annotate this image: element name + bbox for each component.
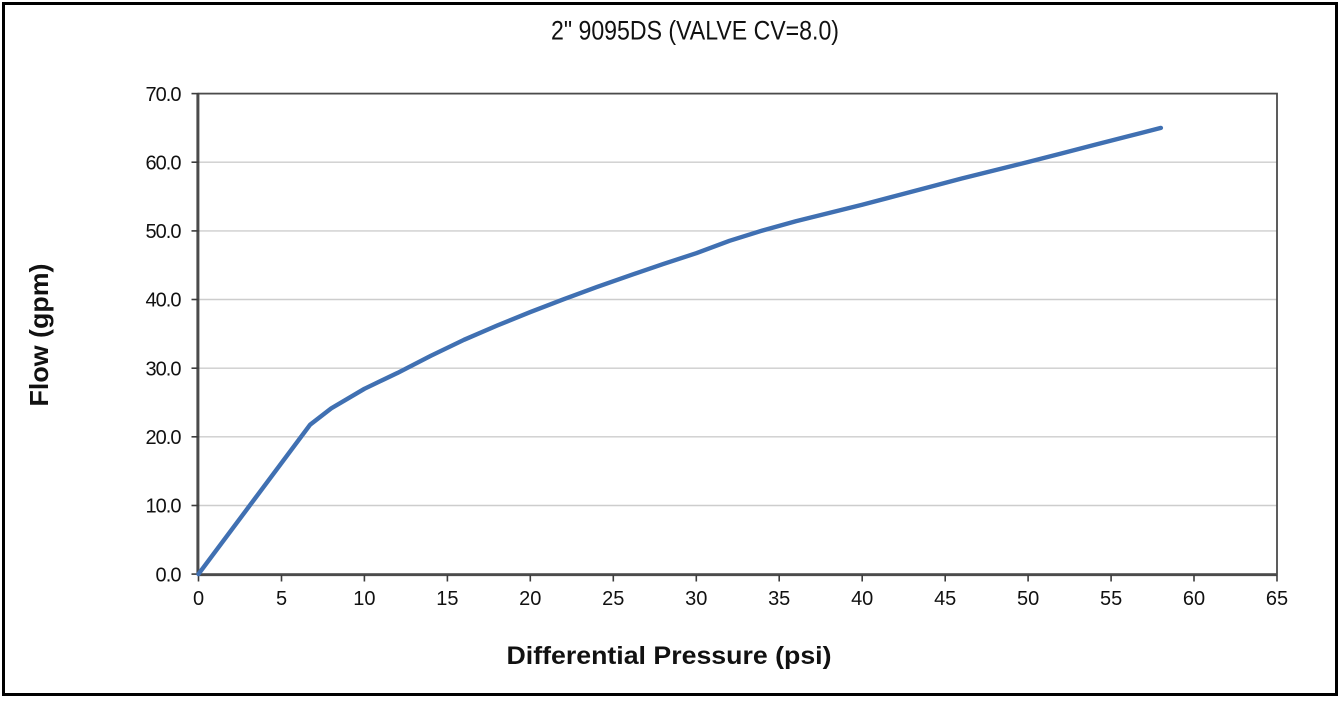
svg-text:60: 60 bbox=[1183, 588, 1205, 610]
svg-text:70.0: 70.0 bbox=[146, 84, 182, 106]
svg-text:60.0: 60.0 bbox=[146, 152, 182, 174]
svg-text:35: 35 bbox=[768, 588, 790, 610]
svg-text:15: 15 bbox=[436, 588, 458, 610]
svg-text:45: 45 bbox=[934, 588, 956, 610]
svg-text:0.0: 0.0 bbox=[156, 564, 182, 586]
svg-text:30: 30 bbox=[685, 588, 707, 610]
svg-text:Flow (gpm): Flow (gpm) bbox=[24, 264, 54, 407]
svg-text:50: 50 bbox=[1017, 588, 1039, 610]
svg-text:30.0: 30.0 bbox=[146, 358, 182, 380]
svg-text:20: 20 bbox=[519, 588, 541, 610]
svg-text:40: 40 bbox=[851, 588, 873, 610]
svg-text:20.0: 20.0 bbox=[146, 427, 182, 449]
svg-text:55: 55 bbox=[1100, 588, 1122, 610]
svg-text:5: 5 bbox=[276, 588, 287, 610]
svg-text:Differential Pressure (psi): Differential Pressure (psi) bbox=[507, 642, 832, 670]
svg-text:50.0: 50.0 bbox=[146, 221, 182, 243]
svg-text:2" 9095DS (VALVE CV=8.0): 2" 9095DS (VALVE CV=8.0) bbox=[551, 16, 839, 46]
svg-text:0: 0 bbox=[193, 588, 204, 610]
svg-text:10.0: 10.0 bbox=[146, 496, 182, 518]
svg-text:65: 65 bbox=[1266, 588, 1288, 610]
svg-text:40.0: 40.0 bbox=[146, 290, 182, 312]
svg-text:25: 25 bbox=[602, 588, 624, 610]
svg-text:10: 10 bbox=[353, 588, 375, 610]
